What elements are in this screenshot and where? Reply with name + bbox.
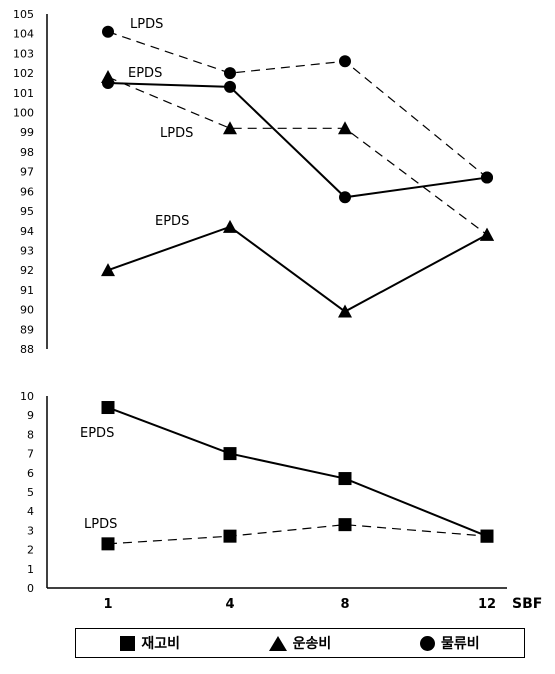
upper-series-1-point <box>338 121 352 135</box>
upper-series-2-point <box>224 67 236 80</box>
upper-series-3-point <box>224 80 236 93</box>
circle-icon <box>420 635 435 651</box>
upper-y-tick-label: 105 <box>13 8 34 21</box>
upper-series-line-0 <box>107 225 488 313</box>
square-icon <box>120 635 136 651</box>
legend-label-logistics: 물류비 <box>441 636 480 652</box>
upper-series-1-point <box>480 227 494 241</box>
lower-y-tick-label: 8 <box>27 428 34 441</box>
lower-series-1-point <box>338 518 352 532</box>
upper-y-tick-label: 95 <box>20 205 34 218</box>
upper-series-0-point <box>101 263 115 277</box>
lower-series-0-point <box>101 401 115 415</box>
upper-y-tick-label: 96 <box>20 185 34 198</box>
legend-item-inventory: 재고비 <box>120 633 180 653</box>
upper-series-line-3 <box>107 81 488 199</box>
lower-y-tick-label: 2 <box>27 544 34 557</box>
upper-y-tick-label: 98 <box>20 146 34 159</box>
upper-annotation: LPDS <box>130 17 163 32</box>
upper-y-tick-label: 90 <box>20 304 34 317</box>
upper-annotation: EPDS <box>128 66 162 81</box>
legend-label-transport: 운송비 <box>292 636 332 652</box>
lower-y-tick-label: 4 <box>27 505 34 518</box>
upper-series-line-1 <box>107 76 488 236</box>
lower-series-line-0 <box>107 406 488 538</box>
legend-item-transport: 운송비 <box>268 633 332 653</box>
upper-y-tick-label: 91 <box>20 284 34 297</box>
triangle-icon <box>268 635 287 651</box>
x-tick-label: 8 <box>340 597 349 612</box>
upper-series-1-point <box>223 121 237 135</box>
x-tick-label: 12 <box>478 597 496 612</box>
upper-series-line-2 <box>107 31 488 179</box>
upper-y-tick-label: 101 <box>13 87 34 100</box>
upper-y-tick-label: 93 <box>20 244 34 257</box>
upper-series-0-point <box>338 304 352 318</box>
legend: 재고비 운송비 물류비 <box>75 628 525 658</box>
upper-series-2-point <box>102 25 114 38</box>
upper-series-3-point <box>481 171 493 184</box>
lower-y-tick-label: 10 <box>20 390 34 403</box>
upper-y-tick-label: 89 <box>20 323 34 336</box>
lower-series-1-point <box>101 537 115 551</box>
lower-y-tick-label: 1 <box>27 563 34 576</box>
lower-annotation: LPDS <box>84 517 117 532</box>
lower-series-0-point <box>338 472 352 486</box>
upper-y-tick-label: 104 <box>13 28 34 41</box>
upper-series-2-point <box>339 55 351 68</box>
legend-label-inventory: 재고비 <box>141 636 180 652</box>
upper-y-tick-label: 99 <box>20 126 34 139</box>
upper-y-tick-label: 100 <box>13 107 34 120</box>
x-axis-label: SBF <box>512 596 542 612</box>
lower-series-line-1 <box>107 524 488 545</box>
x-tick-label: 4 <box>225 597 234 612</box>
x-tick-label: 1 <box>103 597 112 612</box>
upper-y-tick-label: 92 <box>20 264 34 277</box>
upper-y-tick-label: 103 <box>13 47 34 60</box>
upper-annotation: EPDS <box>155 214 189 229</box>
upper-y-tick-label: 102 <box>13 67 34 80</box>
legend-item-logistics: 물류비 <box>420 633 480 653</box>
lower-y-tick-label: 7 <box>27 448 34 461</box>
upper-series-0-point <box>223 219 237 233</box>
upper-y-tick-label: 94 <box>20 225 34 238</box>
upper-series-3-point <box>102 76 114 89</box>
lower-series-1-point <box>480 529 494 543</box>
lower-y-tick-label: 5 <box>27 486 34 499</box>
lower-series-1-point <box>223 529 237 543</box>
upper-series-3-point <box>339 191 351 204</box>
lower-series-0-point <box>223 447 237 461</box>
lower-annotation: EPDS <box>80 426 114 441</box>
lower-y-tick-label: 0 <box>27 582 34 595</box>
upper-y-tick-label: 97 <box>20 166 34 179</box>
lower-y-tick-label: 6 <box>27 467 34 480</box>
upper-annotation: LPDS <box>160 126 193 141</box>
lower-y-tick-label: 3 <box>27 524 34 537</box>
lower-y-tick-label: 9 <box>27 409 34 422</box>
upper-y-tick-label: 88 <box>20 343 34 356</box>
